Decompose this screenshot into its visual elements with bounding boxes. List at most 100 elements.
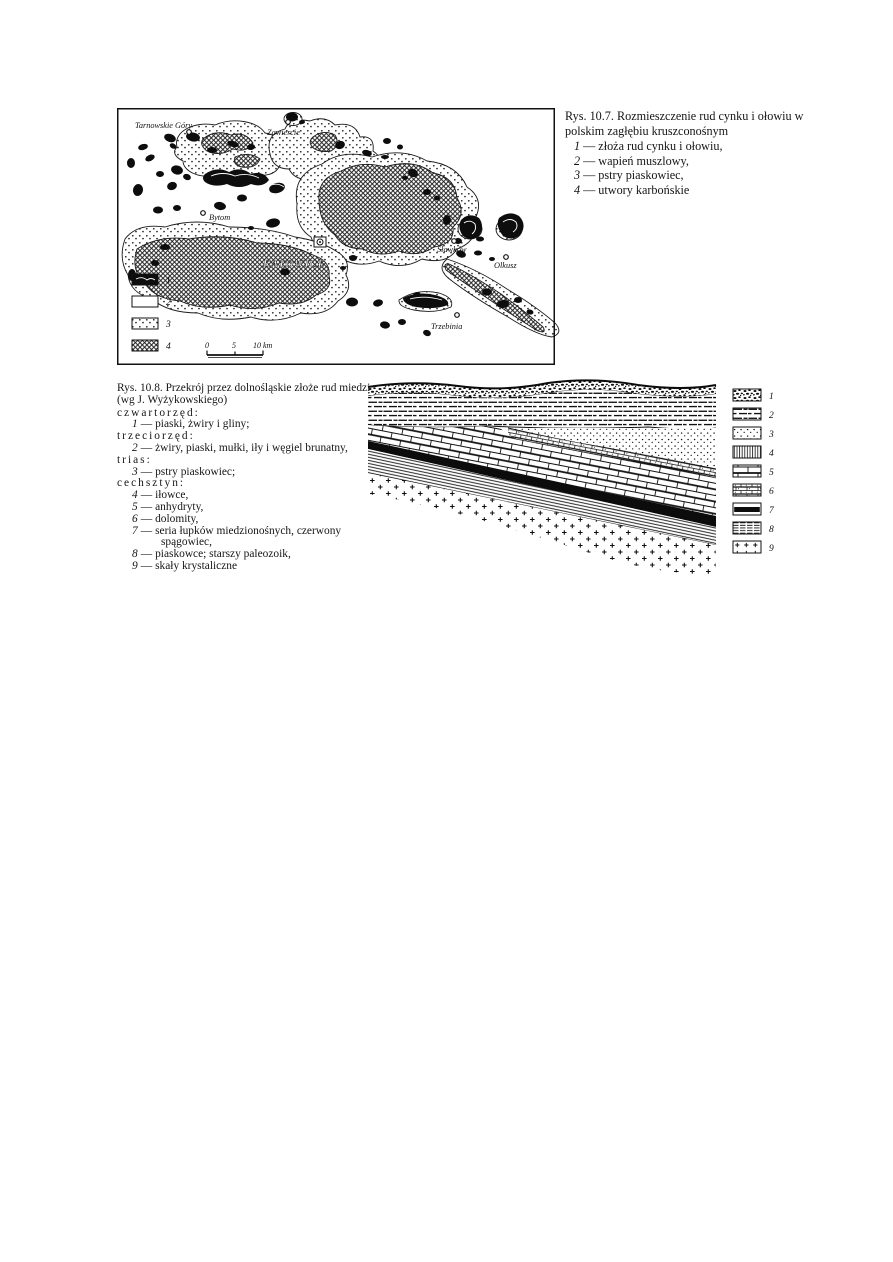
item-text: iłowce,	[155, 489, 189, 502]
city-marker-katowice	[313, 236, 327, 248]
item-dash: —	[583, 168, 596, 183]
item-dash: —	[140, 512, 153, 525]
layer-copper-shale	[368, 441, 716, 527]
fig108-cross-section	[367, 379, 717, 575]
legend-number: 9	[769, 544, 774, 554]
item-dash: —	[140, 465, 153, 478]
item-text: skały krystaliczne	[155, 559, 238, 572]
legend-swatch-5	[732, 464, 762, 478]
legend-swatch-9	[732, 540, 762, 554]
item-number: 1	[574, 139, 581, 154]
item-dash: —	[583, 139, 596, 154]
map-legend-number: 3	[165, 320, 171, 330]
item-number: 1	[132, 418, 138, 431]
city-marker-olkusz	[503, 254, 509, 260]
item-text: piaskowce; starszy paleozoik,	[155, 548, 291, 561]
item-dash: —	[583, 153, 596, 168]
item-number: 4	[132, 489, 138, 502]
item-number: 7	[132, 524, 138, 537]
city-marker-bytom	[200, 210, 206, 216]
legend-number: 6	[769, 487, 774, 497]
layer-sandstones	[368, 449, 716, 545]
fig108-caption-item: 3— pstry piaskowiec;	[117, 465, 381, 479]
item-text: pstry piaskowiec;	[155, 465, 236, 478]
fig108-caption-item: 8— piaskowce; starszy paleozoik,	[117, 548, 381, 561]
fig107-map: Tarnowskie Góry Zawiercie Bytom KATOWICE…	[117, 108, 560, 365]
fig108-caption-item: 5— anhydryty,	[117, 500, 381, 514]
layer-tertiary	[368, 389, 716, 430]
legend-number: 5	[769, 468, 774, 478]
city-label-katowice: KATOWICE	[262, 259, 326, 270]
legend-swatch-1	[732, 388, 762, 402]
fig108-caption-item: 2— żwiry, piaski, mułki, iły i węgiel bru…	[117, 441, 381, 455]
fig108-era-label: trzeciorzęd:	[117, 430, 195, 443]
legend-number: 7	[769, 506, 775, 516]
legend-swatch-8	[732, 521, 762, 535]
map-legend-number: 2	[166, 298, 171, 308]
item-text: dolomity,	[155, 512, 199, 525]
legend-number: 2	[769, 411, 774, 421]
city-label-trzebinia: Trzebinia	[431, 322, 462, 331]
fig108-caption-item: 9— skały krystaliczne	[117, 559, 381, 573]
map-legend-swatch-sandstone	[131, 317, 159, 330]
fig108-caption: Rys. 10.8. Przekrój przez dolnośląskie z…	[117, 382, 381, 573]
map-legend-number: 1	[166, 276, 171, 286]
legend-number: 3	[768, 430, 774, 440]
fig107-caption-item: 2— wapień muszlowy,	[574, 154, 821, 169]
fig107-caption-item: 4— utwory karbońskie	[574, 183, 821, 198]
map-scale-bar	[206, 350, 264, 358]
legend-number: 4	[769, 449, 774, 459]
fig108-caption-item: 4— iłowce,	[117, 489, 381, 502]
item-number: 4	[574, 182, 581, 197]
legend-number: 8	[769, 525, 774, 535]
legend-swatch-7	[732, 502, 762, 516]
map-legend-swatch-carboniferous	[131, 339, 159, 352]
item-dash: —	[140, 559, 153, 572]
map-region-crosshatched	[134, 132, 545, 333]
city-label-bytom: Bytom	[209, 213, 230, 222]
fig108-caption-title: Rys. 10.8. Przekrój przez dolnośląskie z…	[117, 382, 371, 406]
scale-label-5: 5	[232, 341, 236, 350]
map-legend-number: 4	[166, 342, 171, 352]
item-dash: —	[140, 500, 153, 513]
item-number: 3	[132, 465, 138, 478]
city-marker-tarnowskie-gory	[186, 129, 192, 135]
item-number: 9	[132, 559, 138, 572]
item-number: 2	[132, 441, 138, 454]
layer-anhydrite-dolomite	[368, 425, 716, 516]
item-text: anhydryty,	[155, 500, 204, 513]
ore-deposit-texture	[210, 173, 518, 301]
fig107-caption-title: Rys. 10.7. Rozmieszczenie rud cynku i oł…	[565, 109, 804, 138]
map-ore-deposits	[127, 112, 534, 337]
item-dash: —	[140, 441, 153, 454]
layer-crystalline	[368, 473, 716, 575]
item-dash: —	[140, 524, 153, 537]
fig108-era-label: cechsztyn:	[117, 477, 186, 490]
item-number: 3	[574, 168, 581, 183]
legend-swatch-4	[732, 445, 762, 459]
legend-swatch-3	[732, 426, 762, 440]
legend-swatch-6	[732, 483, 762, 497]
item-text: pstry piaskowiec,	[598, 168, 684, 183]
scale-label-10km: 10 km	[253, 341, 273, 350]
fig107-caption-item: 3— pstry piaskowiec,	[574, 168, 821, 183]
scale-label-0: 0	[205, 341, 209, 350]
fig108-caption-item: 6— dolomity,	[117, 512, 381, 526]
city-label-tarnowskie-gory: Tarnowskie Góry	[135, 121, 192, 130]
fig108-legend: 1 2 3 4 5 6 7 8 9	[732, 388, 775, 554]
fig108-caption-item: 1— piaski, żwiry i gliny;	[117, 418, 381, 431]
legend-swatch-2	[732, 407, 762, 421]
item-text: utwory karbońskie	[598, 182, 690, 197]
item-text: seria łupków miedzionośnych, czerwony sp…	[155, 524, 342, 549]
fig108-era-label: trias:	[117, 453, 152, 466]
city-marker-trzebinia	[454, 312, 460, 318]
city-label-olkusz: Olkusz	[494, 261, 517, 270]
item-number: 8	[132, 548, 138, 561]
map-border	[117, 108, 555, 365]
item-text: piaski, żwiry i gliny;	[155, 418, 250, 431]
legend-number: 1	[769, 392, 774, 402]
layer-quaternary	[368, 380, 716, 398]
item-text: żwiry, piaski, mułki, iły i węgiel bruna…	[155, 441, 348, 454]
item-number: 6	[132, 512, 138, 525]
